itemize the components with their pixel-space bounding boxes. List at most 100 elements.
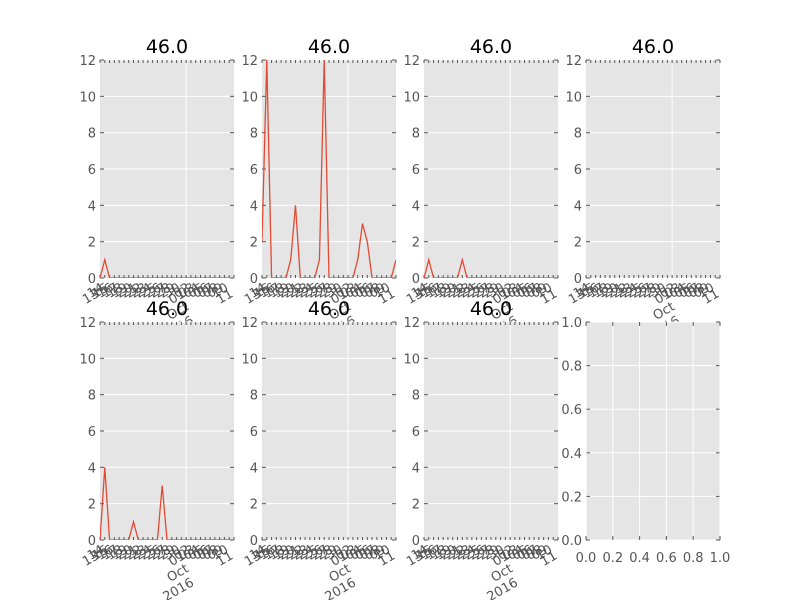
x-tick-label: 04 [505, 280, 527, 301]
x-tick-label: 06 [352, 280, 374, 301]
y-tick-label: 0 [88, 534, 96, 549]
x-tick-label: 22 [609, 280, 631, 301]
y-tick-label: 8 [250, 389, 258, 404]
y-tick-label: 2 [412, 236, 420, 251]
x-tick-label: 03 [662, 280, 684, 301]
y-tick-label: 2 [88, 498, 96, 513]
subplot-6: 0246810121314151617181920212223242526272… [241, 298, 398, 600]
x-tick-label: 11 [538, 286, 560, 307]
x-tick-label: 30 [486, 542, 508, 563]
x-tick-label: 26 [628, 280, 650, 301]
x-tick-label: 21 [280, 280, 302, 301]
x-tick-label: 22 [123, 280, 145, 301]
x-tick-label: 05 [347, 542, 369, 563]
x-tick-label: 04 [181, 280, 203, 301]
x-tick-label: 19 [595, 280, 617, 301]
x-tick-label: 08 [686, 280, 708, 301]
x-tick-label: 14 [247, 542, 269, 563]
x-tick-label: 29 [319, 280, 341, 301]
x-tick-label: 29 [157, 280, 179, 301]
x-tick-label: 01 [490, 548, 512, 569]
x-tick-label: 13 [404, 548, 426, 569]
x-tick-label: 15 [414, 542, 436, 563]
y-tick-label: 0.2 [561, 490, 582, 505]
x-tick-label: 24 [457, 542, 479, 563]
x-tick-label: 16 [95, 280, 117, 301]
x-tick-label: 16 [95, 542, 117, 563]
x-tick-label: 25 [300, 280, 322, 301]
subplot-title: 46.0 [470, 298, 512, 320]
x-tick-label: 14 [409, 280, 431, 301]
y-tick-label: 8 [412, 389, 420, 404]
x-tick-label: 21 [442, 280, 464, 301]
x-tick-label: 01 [652, 286, 674, 307]
x-tick-label: 15 [252, 280, 274, 301]
x-tick-label: 20 [438, 280, 460, 301]
x-tick-label: 09 [529, 280, 551, 301]
x-tick-label: 26 [466, 280, 488, 301]
x-tick-label: 14 [571, 280, 593, 301]
x-tick-label: 19 [433, 280, 455, 301]
x-tick-label: 01 [328, 548, 350, 569]
x-tick-label: 27 [147, 280, 169, 301]
x-tick-label: 17 [423, 542, 445, 563]
subplot-7: 0246810121314151617181920212223242526272… [403, 298, 560, 600]
subplot-2: 0246810121314151617181920212223242526272… [241, 36, 398, 343]
y-tick-label: 8 [250, 127, 258, 142]
y-tick-label: 0 [250, 534, 258, 549]
x-tick-label: 02 [495, 542, 517, 563]
y-tick-label: 0 [250, 272, 258, 287]
x-tick-label: 30 [648, 280, 670, 301]
x-tick-label: 19 [433, 542, 455, 563]
x-tick-label: 25 [462, 280, 484, 301]
x-tick-label: 17 [261, 280, 283, 301]
x-tick-label: 04 [667, 280, 689, 301]
x-tick-label: 30 [162, 542, 184, 563]
x-tick-label: 28 [476, 542, 498, 563]
x-tick-label: 22 [285, 542, 307, 563]
x-tick-label: 08 [200, 542, 222, 563]
x-tick-label: 23 [128, 542, 150, 563]
x-tick-label: 06 [676, 280, 698, 301]
x-tick-label: 29 [157, 542, 179, 563]
y-tick-label: 12 [241, 54, 258, 69]
x-tick-label: 21 [280, 542, 302, 563]
x-tick-label: 13 [80, 548, 102, 569]
x-tick-label: 26 [304, 280, 326, 301]
x-tick-label: 13 [242, 548, 264, 569]
x-tick-label: 18 [428, 542, 450, 563]
x-tick-label: 20 [438, 542, 460, 563]
subplot-title: 46.0 [146, 36, 188, 58]
x-tick-label: 28 [152, 280, 174, 301]
x-tick-label: 08 [524, 280, 546, 301]
x-tick-label: 10 [371, 542, 393, 563]
x-tick-label: 24 [457, 280, 479, 301]
x-tick-label: 01 [490, 286, 512, 307]
y-tick-label: 4 [412, 461, 420, 476]
x-tick-label: 05 [185, 280, 207, 301]
y-tick-label: 12 [403, 316, 420, 331]
x-tick-label: 0.8 [683, 551, 704, 566]
x-tick-label: 29 [319, 542, 341, 563]
x-tick-label: 13 [404, 286, 426, 307]
x-tick-label: 15 [414, 280, 436, 301]
x-tick-label: 03 [176, 542, 198, 563]
y-tick-label: 10 [565, 90, 582, 105]
x-tick-label: 11 [214, 286, 236, 307]
x-tick-label: 03 [338, 542, 360, 563]
y-tick-label: 12 [403, 54, 420, 69]
x-tick-label: 0.2 [602, 551, 623, 566]
x-tick-label: 08 [362, 280, 384, 301]
x-tick-label: 02 [171, 280, 193, 301]
y-tick-label: 10 [79, 352, 96, 367]
x-tick-label: 22 [285, 280, 307, 301]
x-tick-label: 21 [442, 542, 464, 563]
y-tick-label: 2 [88, 236, 96, 251]
x-tick-label: 04 [505, 542, 527, 563]
y-tick-label: 4 [88, 199, 96, 214]
x-tick-label: 23 [452, 280, 474, 301]
x-tick-label: 25 [138, 542, 160, 563]
x-tick-label: 18 [266, 542, 288, 563]
y-tick-label: 6 [574, 163, 582, 178]
x-tick-label: 05 [185, 542, 207, 563]
